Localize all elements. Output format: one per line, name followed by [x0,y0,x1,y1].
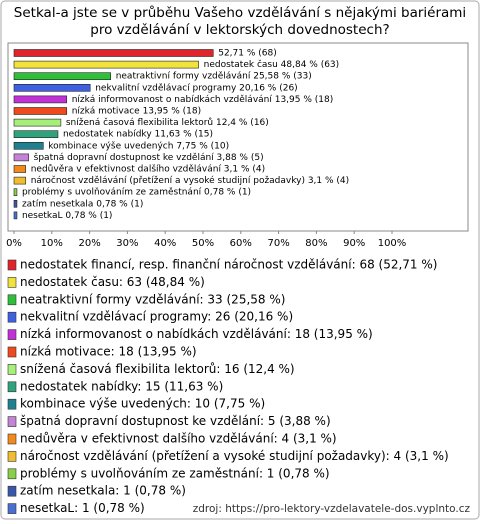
legend-swatch [7,346,17,358]
legend-label: nedůvěra v efektivnost dalšího vzděláván… [20,432,337,446]
legend-swatch [7,364,17,375]
bar [13,188,18,196]
bar-label: nedostatek času 48,84 % (63) [204,59,340,70]
legend-label: nekvalitní vzdělávací programy: 26 (20,1… [20,310,293,324]
legend-label: špatná dopravní dostupnost ke vzdělání: … [20,414,331,428]
x-tick-label: 80% [305,238,327,249]
x-tick-label: 90% [343,238,365,249]
legend-label: zatím nesetkala: 1 (0,78 %) [20,484,186,498]
legend-swatch [7,381,17,393]
legend-label: nízká informovanost o nabídkách vzdělává… [20,327,373,341]
bar [13,200,18,208]
chart-title: pro vzdělávání v lektorských dovednostec… [90,22,389,38]
chart-title: Setkal-a jste se v průběhu Vašeho vzdělá… [14,5,466,21]
legend-label: náročnost vzdělávání (přetížení a vysoké… [20,449,449,463]
source: zdroj: https://pro-lektory-vzdelavatele-… [193,503,471,515]
legend-swatch [7,433,17,445]
x-tick-label: 50% [192,238,214,249]
bar-label: nedostatek nabídky 11,63 % (15) [63,130,213,140]
legend-label: nesetkaL: 1 (0,78 %) [20,501,145,515]
bar [13,107,68,115]
bar [13,130,59,138]
legend-swatch [7,503,17,514]
legend-label: nedostatek nabídky: 15 (11,63 %) [20,379,223,393]
bar [13,95,68,104]
legend-swatch [7,294,17,306]
legend-swatch [7,277,17,288]
legend-swatch [7,468,17,480]
bar [13,118,62,127]
bar-label: snížená časová flexibilita lektorů 12,4 … [66,117,269,128]
bar-label: zatím nesetkala 0,78 % (1) [22,199,143,209]
legend-label: nízká motivace: 18 (13,95 %) [20,345,197,359]
bar-label: nekvalitní vzdělávací programy 20,16 % (… [95,83,297,93]
bar-label: 52,71 % (68) [218,49,277,59]
bar [13,72,111,80]
legend-label: nedostatek času: 63 (48,84 %) [20,275,205,289]
bar-label: náročnost vzdělávání (přetížení a vysoké… [31,175,349,186]
legend-swatch [7,485,17,497]
bar [13,211,18,220]
x-tick-label: 100% [378,238,407,249]
bar [13,153,29,162]
bar-label: nízká informovanost o nabídkách vzdělává… [72,95,334,105]
x-tick-label: 10% [41,238,63,249]
bar-label: kombinace výše uvedených 7,75 % (10) [48,140,229,151]
legend-label: problémy s uvolňováním ze zaměstnání: 1 … [20,466,330,480]
x-tick-label: 20% [78,238,100,249]
bar-label: nízká motivace 13,95 % (18) [72,107,201,117]
legend-swatch [7,416,17,427]
bar [13,84,91,92]
legend-label: nedostatek financí, resp. finanční nároč… [20,258,437,272]
legend-label: kombinace výše uvedených: 10 (7,75 %) [20,397,265,411]
bar-label: špatná dopravní dostupnost ke vzdělání 3… [34,152,264,163]
legend-swatch [7,329,17,340]
legend-swatch [7,451,17,462]
x-tick-label: 40% [154,238,176,249]
x-tick-label: 0% [6,238,22,249]
bar [13,165,27,173]
x-tick-label: 30% [116,238,138,249]
x-tick-label: 70% [267,238,289,249]
legend-swatch [7,311,17,323]
legend-swatch [7,259,17,271]
legend-swatch [7,398,17,410]
bar-label: neatraktivní formy vzdělávání 25,58 % (3… [116,72,312,82]
bar-label: nesetkaL 0,78 % (1) [22,211,113,221]
legend-label: neatraktivní formy vzdělávání: 33 (25,58… [20,292,285,306]
bar [13,49,214,57]
bar-label: nedůvěra v efektivnost dalšího vzděláván… [31,164,265,175]
bar-label: problémy s uvolňováním ze zaměstnání 0,7… [22,187,251,198]
bar [13,142,44,150]
legend-label: snížená časová flexibilita lektorů: 16 (… [20,362,295,376]
bar [13,176,27,185]
bar [13,60,199,69]
x-tick-label: 60% [230,238,252,249]
